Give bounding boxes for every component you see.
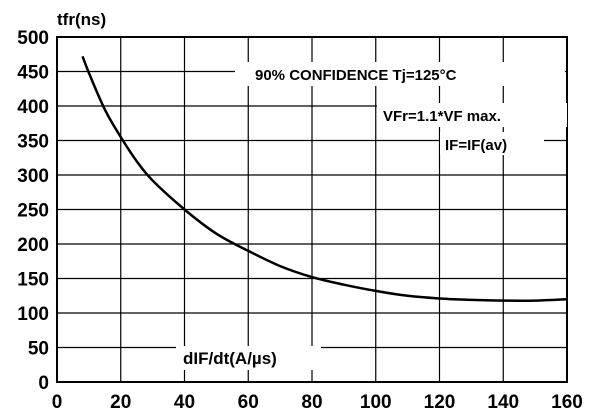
- x-axis-label: dIF/dt(A/µs): [183, 349, 277, 368]
- plot-frame: [56, 36, 568, 383]
- y-axis-label: tfr(ns): [57, 10, 106, 29]
- y-tick-label: 50: [28, 339, 49, 360]
- x-tick-label: 140: [487, 392, 519, 413]
- x-tick-label: 0: [52, 392, 63, 413]
- y-tick-label: 100: [17, 304, 49, 325]
- y-tick-label: 150: [17, 270, 49, 291]
- x-tick-label: 160: [551, 392, 583, 413]
- annotation-bg-if: [440, 132, 544, 155]
- x-axis-label-bg: [176, 346, 321, 370]
- y-tick-label: 0: [38, 373, 49, 394]
- x-tick-label: 80: [301, 392, 322, 413]
- x-tick-label: 60: [238, 392, 259, 413]
- annotation-bg-vfr: [377, 103, 567, 127]
- x-tick-label: 100: [360, 392, 392, 413]
- grid: [56, 36, 568, 383]
- x-tick-label: 20: [110, 392, 131, 413]
- series-line: [81, 55, 568, 302]
- y-tick-label: 250: [17, 201, 49, 222]
- y-tick-label: 350: [17, 132, 49, 153]
- y-tick-label: 400: [17, 97, 49, 118]
- y-tick-label: 450: [17, 63, 49, 84]
- x-tick-label: 40: [174, 392, 195, 413]
- y-tick-label: 500: [17, 28, 49, 49]
- annotation-confidence: 90% CONFIDENCE Tj=125°C: [255, 67, 457, 84]
- y-tick-label: 300: [17, 166, 49, 187]
- x-tick-label: 120: [424, 392, 456, 413]
- tick-labels: 0 20 40 60 80 100 120 140 160 0 50 100 150 200 250 300 3…: [17, 28, 583, 413]
- y-tick-label: 200: [17, 235, 49, 256]
- annotation-if: IF=IF(av): [445, 137, 507, 154]
- annotation-vfr: VFr=1.1*VF max.: [383, 108, 501, 125]
- annotation-bg-confidence: [235, 62, 565, 86]
